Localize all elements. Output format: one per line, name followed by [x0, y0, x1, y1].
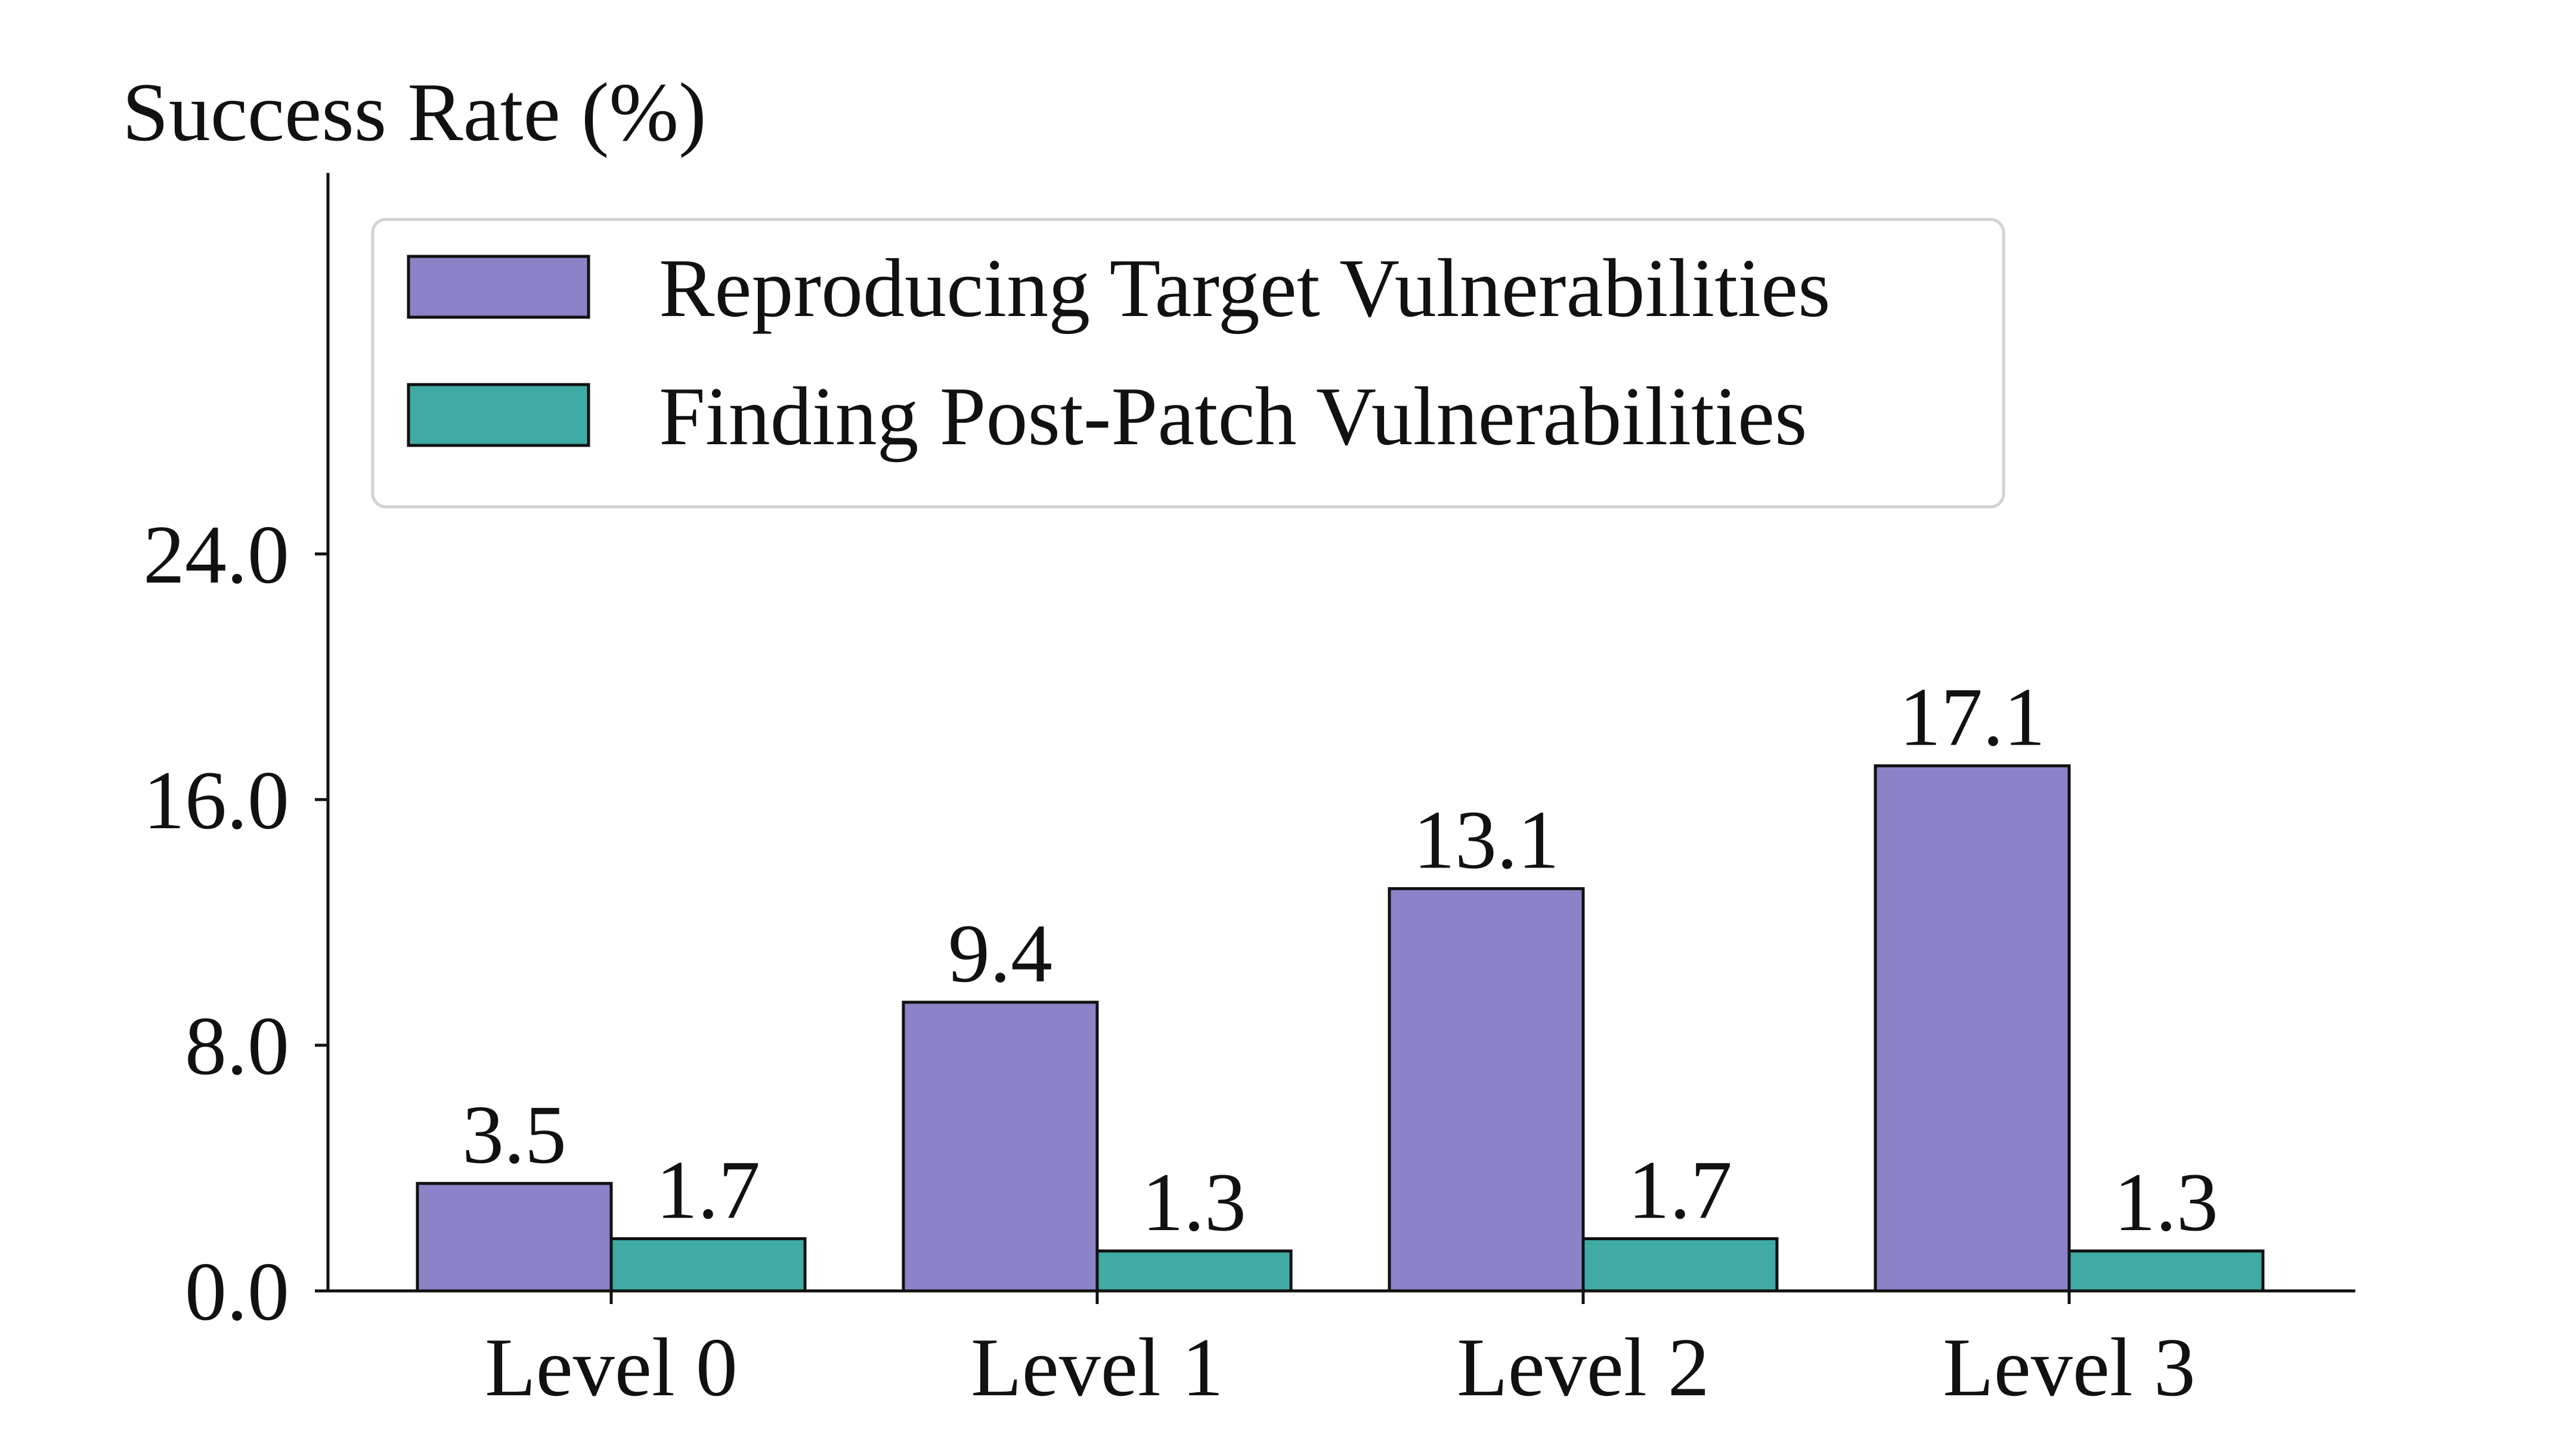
bar-value-label: 1.3 — [1142, 1156, 1246, 1249]
y-tick-label: 8.0 — [185, 1000, 289, 1092]
bar-s1-c0 — [609, 1237, 807, 1293]
bars-layer — [416, 764, 2265, 1293]
bar-s0-c1 — [902, 1001, 1099, 1293]
y-ticks: 0.0 8.0 16.0 24.0 — [143, 509, 328, 1338]
legend-label: Finding Post-Patch Vulnerabilities — [659, 370, 1807, 463]
y-tick-label: 24.0 — [143, 509, 289, 601]
x-tick-label: Level 2 — [1457, 1321, 1710, 1414]
bar-value-label: 1.7 — [656, 1144, 760, 1236]
y-axis-title: Success Rate (%) — [122, 66, 707, 159]
legend: Reproducing Target Vulnerabilities Findin… — [371, 218, 2005, 509]
bar-value-labels: 3.5 1.7 9.4 1.3 13.1 1.7 17.1 1.3 — [462, 671, 2218, 1249]
x-ticks: Level 0 Level 1 Level 2 Level 3 — [485, 1291, 2196, 1414]
bar-s0-c0 — [416, 1182, 613, 1293]
legend-frame — [371, 218, 2005, 509]
bar-s0-c2 — [1388, 887, 1585, 1293]
y-tick-label: 16.0 — [143, 754, 289, 847]
bar-value-label: 3.5 — [462, 1089, 566, 1181]
x-tick-label: Level 0 — [485, 1321, 738, 1414]
bar-value-label: 13.1 — [1413, 794, 1559, 886]
legend-items: Reproducing Target Vulnerabilities Findin… — [407, 242, 1831, 463]
bar-value-label: 1.3 — [2114, 1156, 2218, 1249]
bar-value-label: 9.4 — [948, 908, 1052, 1000]
legend-swatch — [407, 255, 590, 319]
legend-swatch — [407, 383, 590, 447]
legend-label: Reproducing Target Vulnerabilities — [659, 242, 1831, 335]
x-tick-label: Level 3 — [1943, 1321, 2196, 1414]
bar-s1-c2 — [1581, 1237, 1779, 1293]
bar-s1-c3 — [2067, 1249, 2265, 1293]
bar-value-label: 1.7 — [1628, 1144, 1732, 1236]
bar-s0-c3 — [1874, 764, 2071, 1293]
x-tick-label: Level 1 — [971, 1321, 1224, 1414]
y-tick-label: 0.0 — [185, 1246, 289, 1338]
axes-layer — [326, 173, 2355, 1293]
bar-value-label: 17.1 — [1899, 671, 2045, 763]
bar-s1-c1 — [1095, 1249, 1293, 1293]
